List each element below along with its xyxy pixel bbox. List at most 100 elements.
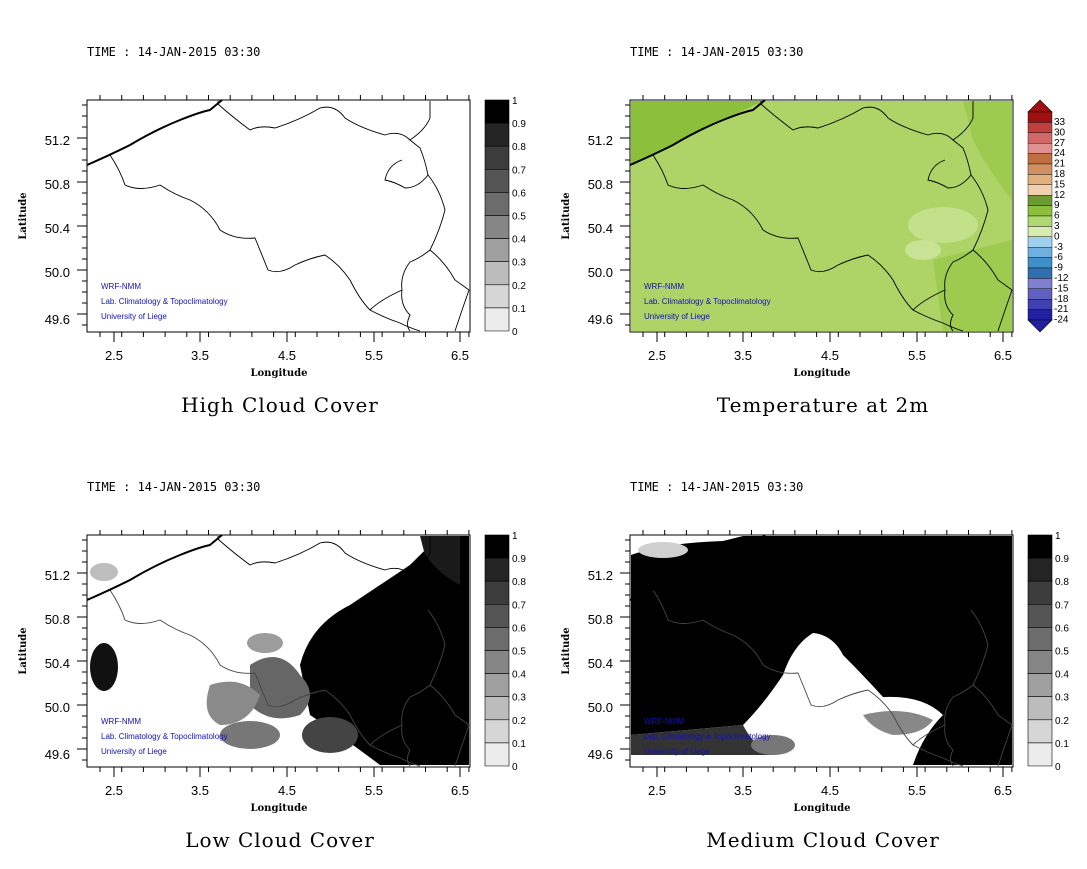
colorbar-swatch xyxy=(1027,111,1053,123)
colorbar-swatch xyxy=(1027,142,1053,154)
colorbar-swatch xyxy=(1027,604,1053,628)
colorbar-label: 0.6 xyxy=(512,188,526,199)
x-tick-label: 4.5 xyxy=(278,348,296,363)
x-tick-label: 3.5 xyxy=(734,783,752,798)
y-tick-label: 50.4 xyxy=(45,656,70,671)
border-line xyxy=(944,609,989,767)
x-tick-label: 2.5 xyxy=(105,783,123,798)
colorbar-label: 0.5 xyxy=(1055,647,1069,658)
y-tick-label: 49.6 xyxy=(588,747,613,762)
x-axis-ticks: 2.5 3.5 4.5 5.5 6.5 xyxy=(642,95,1013,363)
y-tick-label: 50.0 xyxy=(45,265,70,280)
colorbar-label: 0.5 xyxy=(512,647,526,658)
x-tick-label: 3.5 xyxy=(191,783,209,798)
y-tick-label: 51.2 xyxy=(45,133,70,148)
coastline-path xyxy=(629,99,766,166)
colorbar-label: 1 xyxy=(512,531,518,542)
y-axis-ticks: 51.2 50.8 50.4 50.0 49.6 xyxy=(45,104,87,327)
colorbar-label: -3 xyxy=(1054,242,1063,253)
colorbar-label: -24 xyxy=(1054,315,1069,326)
border-line xyxy=(912,289,946,311)
coastline-path xyxy=(86,534,223,601)
credit-line-2: Lab. Climatology & Topoclimatology xyxy=(644,732,771,741)
map-panel-medium-cloud-cover: TIME : 14-JAN-2015 03:30 51.2 50.8 50.4 50.… xyxy=(543,435,1069,855)
x-tick-label: 5.5 xyxy=(908,348,926,363)
colorbar-label: 0.7 xyxy=(512,165,526,176)
colorbar-label: 27 xyxy=(1054,138,1066,149)
x-tick-label: 4.5 xyxy=(821,348,839,363)
plot-title: Temperature at 2m xyxy=(716,393,930,417)
x-tick-label: 2.5 xyxy=(648,348,666,363)
y-tick-label: 50.0 xyxy=(588,265,613,280)
border-line xyxy=(369,289,403,311)
plot-title: Low Cloud Cover xyxy=(185,828,375,852)
colorbar-label: 0.8 xyxy=(512,142,526,153)
plot-title: Medium Cloud Cover xyxy=(706,828,940,852)
colorbar-label: 6 xyxy=(1054,211,1060,222)
colorbar-label: 0.3 xyxy=(1055,693,1069,704)
border-line xyxy=(760,101,974,189)
colorbar-swatch xyxy=(1027,627,1053,651)
y-tick-label: 50.0 xyxy=(45,700,70,715)
x-tick-label: 5.5 xyxy=(365,783,383,798)
time-label: TIME : 14-JAN-2015 03:30 xyxy=(630,480,804,494)
colorbar-swatch xyxy=(484,534,510,559)
colorbar-label: 12 xyxy=(1054,190,1066,201)
time-label: TIME : 14-JAN-2015 03:30 xyxy=(630,45,804,59)
map-panel-temperature-2m: TIME : 14-JAN-2015 03:30 51.2 50.8 50.4 50.… xyxy=(543,0,1069,420)
map-panel-low-cloud-cover: TIME : 14-JAN-2015 03:30 51.2 50.8 50.4 50.… xyxy=(0,435,526,855)
colorbar-swatch xyxy=(1027,205,1053,217)
x-axis-label: Longitude xyxy=(250,368,307,379)
coastline xyxy=(86,99,223,166)
country-borders xyxy=(652,536,1013,767)
colorbar-label: 0.1 xyxy=(512,739,526,750)
coastline xyxy=(629,99,766,166)
colorbar-label: 24 xyxy=(1054,148,1066,159)
colorbar-label: -21 xyxy=(1054,304,1069,315)
colorbar-swatch xyxy=(484,307,510,332)
colorbar-swatch xyxy=(1027,153,1053,165)
colorbar-swatch xyxy=(484,169,510,193)
y-axis-ticks: 51.2 50.8 50.4 50.0 49.6 xyxy=(45,539,87,762)
y-axis-label: Latitude xyxy=(561,192,572,239)
y-tick-label: 49.6 xyxy=(45,312,70,327)
x-tick-label: 4.5 xyxy=(278,783,296,798)
map-svg: 51.2 50.8 50.4 50.0 49.6 2.5 3.5 4.5 5.5 6.5 Lon… xyxy=(561,95,1069,379)
coastline xyxy=(86,534,223,601)
y-tick-label: 51.2 xyxy=(588,568,613,583)
time-label: TIME : 14-JAN-2015 03:30 xyxy=(87,480,261,494)
colorbar: 1 0.9 0.8 0.7 0.6 0.5 0.4 0.3 0.2 0.1 0 xyxy=(1027,531,1069,773)
y-tick-label: 49.6 xyxy=(588,312,613,327)
colorbar-label: 3 xyxy=(1054,221,1060,232)
colorbar-label: 0.6 xyxy=(1055,623,1069,634)
border-line xyxy=(454,724,470,767)
colorbar-swatch xyxy=(1027,174,1053,185)
x-axis-ticks: 2.5 3.5 4.5 5.5 6.5 xyxy=(99,95,470,363)
colorbar-swatch xyxy=(484,627,510,651)
coastline-path xyxy=(86,99,223,166)
x-axis-label: Longitude xyxy=(793,368,850,379)
colorbar-swatch xyxy=(1027,580,1053,605)
colorbar-swatch xyxy=(484,604,510,628)
colorbar-label: 0 xyxy=(1055,762,1061,773)
colorbar-swatch xyxy=(484,122,510,147)
y-axis-ticks: 51.2 50.8 50.4 50.0 49.6 xyxy=(588,539,630,762)
colorbar-label: 0.4 xyxy=(1055,670,1069,681)
colorbar-label: 0.6 xyxy=(512,623,526,634)
colorbar-swatch xyxy=(484,215,510,239)
map-svg: 51.2 50.8 50.4 50.0 49.6 2.5 3.5 4.5 5.5 6.5 Lon… xyxy=(18,95,526,379)
credit-line-3: University of Liege xyxy=(101,747,167,756)
colorbar-label: 0.4 xyxy=(512,670,526,681)
temperature-colorbar: 33302724211815129630-3-6-9-12-15-18-21-2… xyxy=(1027,99,1069,333)
x-axis-label: Longitude xyxy=(250,803,307,814)
y-tick-label: 51.2 xyxy=(588,133,613,148)
colorbar-swatch xyxy=(1027,246,1053,258)
credit-line-3: University of Liege xyxy=(101,312,167,321)
colorbar-swatch xyxy=(484,192,510,216)
colorbar-label: 0.2 xyxy=(512,281,526,292)
border-line xyxy=(217,101,431,189)
x-tick-label: 3.5 xyxy=(191,348,209,363)
map-svg: 51.2 50.8 50.4 50.0 49.6 2.5 3.5 4.5 5.5 6.5 Lon… xyxy=(561,530,1069,814)
colorbar-label: 0.8 xyxy=(512,577,526,588)
map-panel-high-cloud-cover: TIME : 14-JAN-2015 03:30 51.2 50.8 50.4 50.… xyxy=(0,0,526,420)
